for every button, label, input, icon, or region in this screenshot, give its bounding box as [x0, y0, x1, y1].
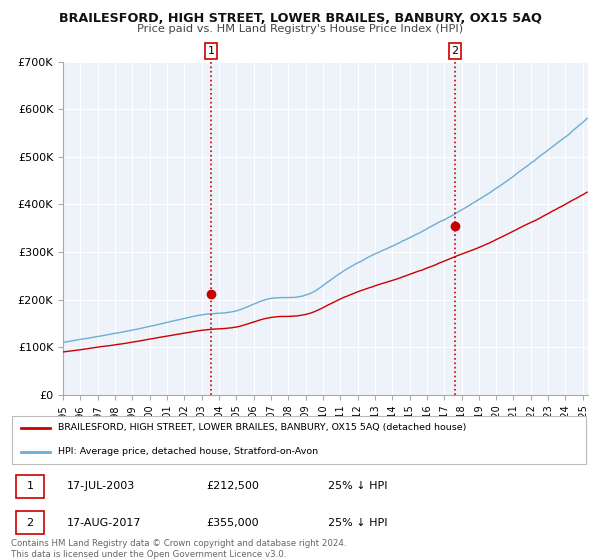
- FancyBboxPatch shape: [16, 511, 44, 534]
- Text: BRAILESFORD, HIGH STREET, LOWER BRAILES, BANBURY, OX15 5AQ (detached house): BRAILESFORD, HIGH STREET, LOWER BRAILES,…: [58, 423, 467, 432]
- Text: 17-AUG-2017: 17-AUG-2017: [67, 517, 142, 528]
- Text: £355,000: £355,000: [206, 517, 259, 528]
- Text: 17-JUL-2003: 17-JUL-2003: [67, 482, 136, 491]
- Text: Contains HM Land Registry data © Crown copyright and database right 2024.
This d: Contains HM Land Registry data © Crown c…: [11, 539, 346, 559]
- Text: 1: 1: [26, 482, 34, 491]
- Text: 2: 2: [452, 46, 458, 56]
- Text: £212,500: £212,500: [206, 482, 259, 491]
- Text: HPI: Average price, detached house, Stratford-on-Avon: HPI: Average price, detached house, Stra…: [58, 447, 319, 456]
- Text: 2: 2: [26, 517, 34, 528]
- FancyBboxPatch shape: [12, 416, 586, 464]
- FancyBboxPatch shape: [16, 475, 44, 498]
- Text: 25% ↓ HPI: 25% ↓ HPI: [328, 517, 388, 528]
- Text: 1: 1: [208, 46, 214, 56]
- Text: 25% ↓ HPI: 25% ↓ HPI: [328, 482, 388, 491]
- Text: BRAILESFORD, HIGH STREET, LOWER BRAILES, BANBURY, OX15 5AQ: BRAILESFORD, HIGH STREET, LOWER BRAILES,…: [59, 12, 541, 25]
- Text: Price paid vs. HM Land Registry's House Price Index (HPI): Price paid vs. HM Land Registry's House …: [137, 24, 463, 34]
